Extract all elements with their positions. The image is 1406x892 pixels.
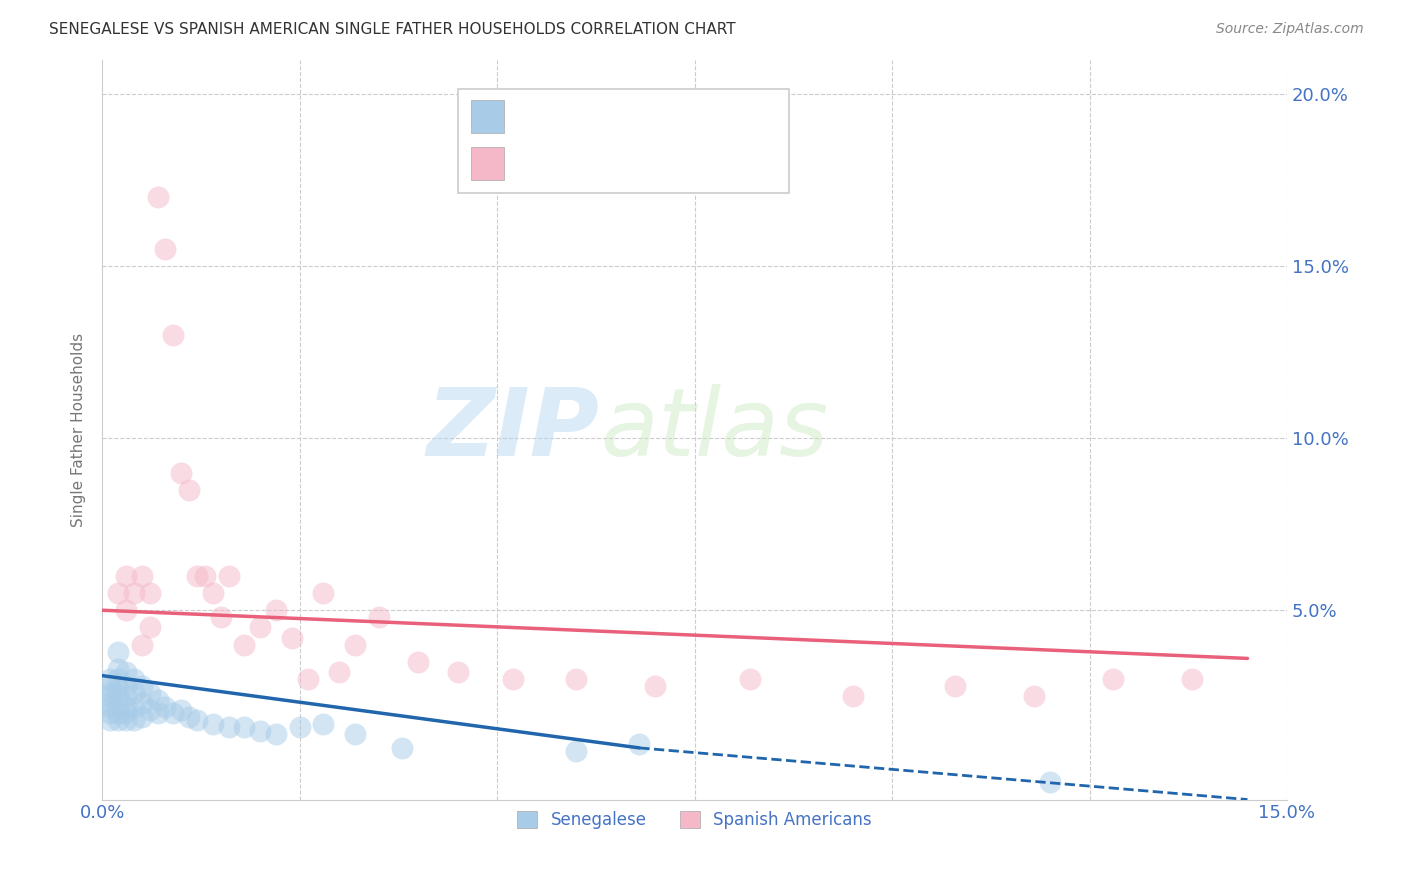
Point	[446, 665, 468, 680]
Point	[343, 638, 366, 652]
Point	[107, 672, 129, 686]
Point	[177, 710, 200, 724]
Point	[186, 569, 208, 583]
Point	[1039, 775, 1062, 789]
Point	[131, 638, 153, 652]
Point	[218, 569, 240, 583]
Point	[98, 714, 121, 728]
Point	[107, 699, 129, 714]
Point	[115, 714, 138, 728]
Point	[312, 586, 335, 600]
Point	[138, 620, 160, 634]
Point	[122, 714, 145, 728]
Point	[367, 610, 389, 624]
Point	[201, 716, 224, 731]
Point	[107, 690, 129, 704]
Point	[122, 672, 145, 686]
Point	[155, 242, 177, 256]
Point	[565, 672, 588, 686]
Point	[146, 190, 169, 204]
Text: SENEGALESE VS SPANISH AMERICAN SINGLE FATHER HOUSEHOLDS CORRELATION CHART: SENEGALESE VS SPANISH AMERICAN SINGLE FA…	[49, 22, 735, 37]
Point	[162, 327, 184, 342]
Point	[115, 690, 138, 704]
Point	[1181, 672, 1204, 686]
Point	[146, 706, 169, 721]
Point	[343, 727, 366, 741]
Point	[170, 703, 193, 717]
Point	[738, 672, 761, 686]
Point	[249, 620, 271, 634]
Point	[628, 738, 651, 752]
Point	[155, 699, 177, 714]
Point	[177, 483, 200, 497]
Point	[264, 603, 287, 617]
Point	[218, 720, 240, 734]
Point	[138, 703, 160, 717]
Point	[115, 679, 138, 693]
Point	[115, 699, 138, 714]
Point	[1024, 690, 1046, 704]
Point	[107, 714, 129, 728]
Text: ZIP: ZIP	[427, 384, 600, 475]
Point	[98, 696, 121, 710]
Point	[312, 716, 335, 731]
Point	[115, 665, 138, 680]
Point	[391, 740, 413, 755]
Point	[115, 569, 138, 583]
Point	[297, 672, 319, 686]
Point	[162, 706, 184, 721]
Point	[1102, 672, 1125, 686]
Legend: Senegalese, Spanish Americans: Senegalese, Spanish Americans	[510, 804, 879, 836]
Point	[328, 665, 350, 680]
Text: atlas: atlas	[600, 384, 828, 475]
Point	[170, 466, 193, 480]
Point	[138, 686, 160, 700]
Point	[107, 662, 129, 676]
Point	[122, 699, 145, 714]
Point	[406, 655, 429, 669]
Point	[186, 714, 208, 728]
Point	[131, 569, 153, 583]
Point	[943, 679, 966, 693]
Point	[122, 686, 145, 700]
Point	[115, 706, 138, 721]
Point	[146, 692, 169, 706]
Point	[107, 586, 129, 600]
Point	[502, 672, 524, 686]
Point	[107, 644, 129, 658]
Point	[107, 682, 129, 697]
Point	[98, 686, 121, 700]
Point	[233, 638, 256, 652]
Point	[281, 631, 304, 645]
Point	[131, 710, 153, 724]
Point	[233, 720, 256, 734]
Text: Source: ZipAtlas.com: Source: ZipAtlas.com	[1216, 22, 1364, 37]
Point	[209, 610, 232, 624]
Point	[98, 679, 121, 693]
Point	[194, 569, 217, 583]
Point	[249, 723, 271, 738]
Point	[131, 679, 153, 693]
Point	[122, 586, 145, 600]
Point	[98, 672, 121, 686]
Point	[131, 696, 153, 710]
Point	[138, 586, 160, 600]
Point	[98, 706, 121, 721]
Point	[841, 690, 863, 704]
Point	[115, 603, 138, 617]
Y-axis label: Single Father Households: Single Father Households	[72, 333, 86, 526]
Point	[288, 720, 311, 734]
Point	[107, 706, 129, 721]
Point	[644, 679, 666, 693]
Point	[98, 690, 121, 704]
Point	[98, 699, 121, 714]
Point	[565, 744, 588, 758]
Point	[201, 586, 224, 600]
Point	[264, 727, 287, 741]
